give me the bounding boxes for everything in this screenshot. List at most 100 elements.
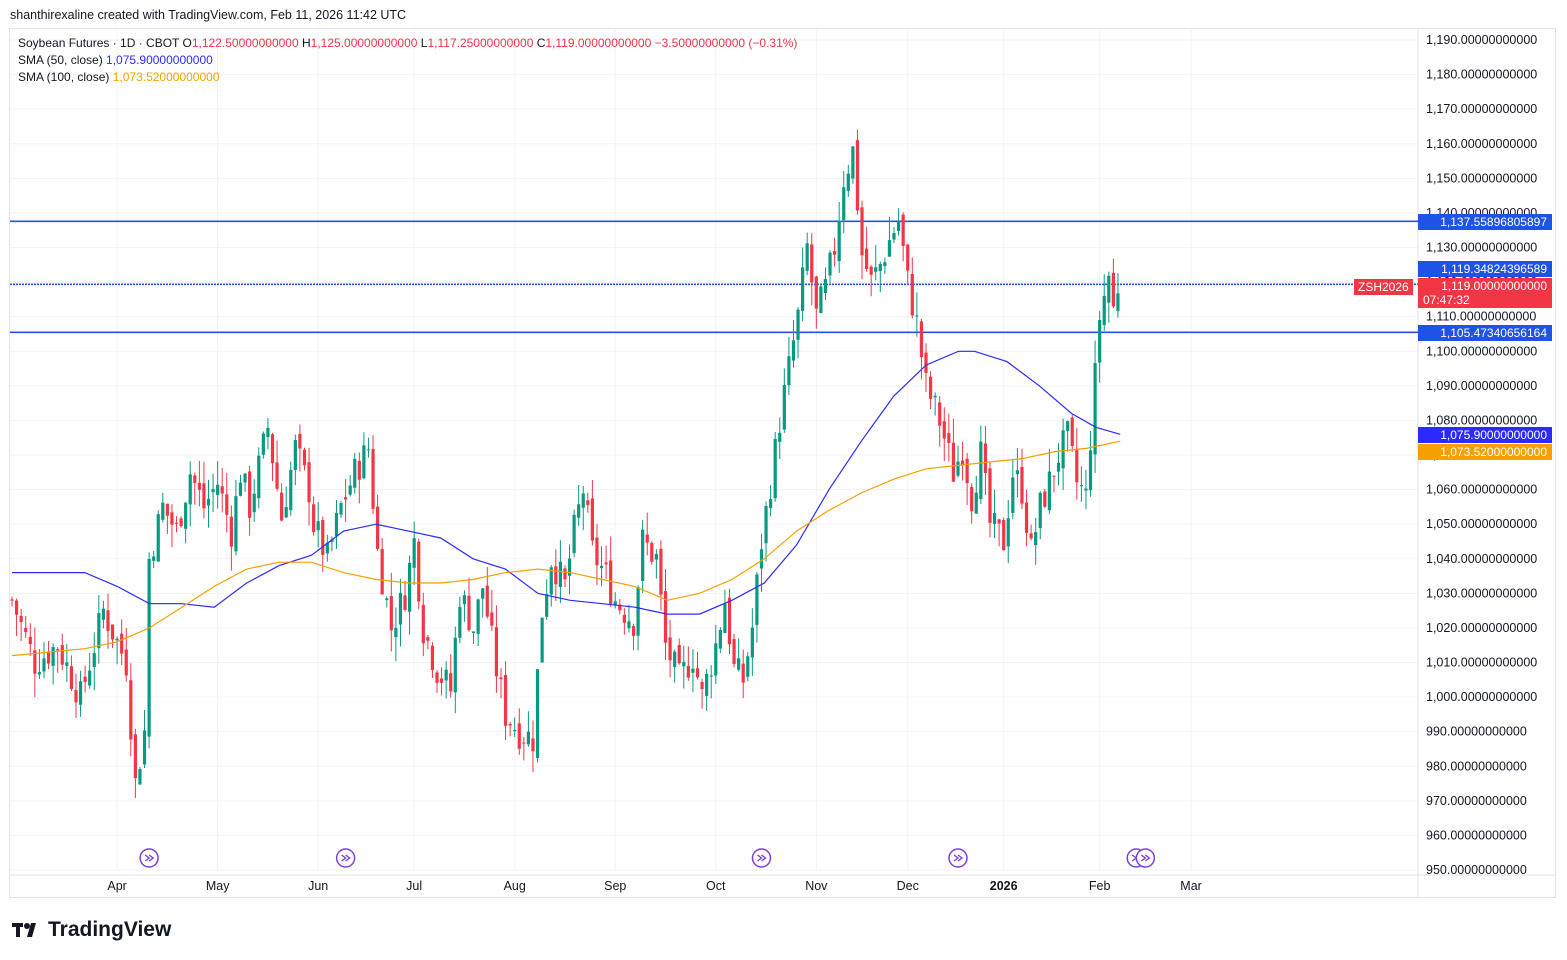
candle-body xyxy=(796,309,800,340)
candle-body xyxy=(883,262,887,267)
candle-body xyxy=(1024,502,1029,533)
candle-body xyxy=(778,432,782,442)
candle-body xyxy=(1052,475,1056,477)
candle-body xyxy=(19,615,23,623)
close-value: 1,119.00000000000 xyxy=(545,36,652,50)
candle-body xyxy=(106,610,110,631)
event-markers[interactable] xyxy=(139,848,1156,868)
candle-body xyxy=(449,673,453,692)
price-tick-label: 1,130.00000000000 xyxy=(1426,241,1537,255)
candle-body xyxy=(517,723,521,749)
candle-body xyxy=(787,356,791,386)
candle-body xyxy=(101,608,105,620)
candle-body xyxy=(330,539,334,542)
candle-body xyxy=(83,676,87,682)
candle-body xyxy=(1093,363,1097,455)
candle-body xyxy=(197,482,201,490)
candle-body xyxy=(385,598,389,601)
candle-body xyxy=(833,251,837,255)
high-label: H xyxy=(302,36,311,50)
legend-sma50[interactable]: SMA (50, close) 1,075.90000000000 xyxy=(18,53,213,67)
candle-body xyxy=(120,633,124,654)
price-tick-label: 1,150.00000000000 xyxy=(1426,171,1537,185)
horizontal-lines[interactable] xyxy=(10,220,1418,334)
candle-body xyxy=(686,665,690,678)
candle-body xyxy=(69,666,74,689)
candle-body xyxy=(138,769,142,785)
sma50-label: SMA (50, close) xyxy=(18,53,103,67)
candle-body xyxy=(110,624,115,640)
last-price-label: 1,119.00000000000 xyxy=(1418,278,1552,294)
price-tick-label: 1,080.00000000000 xyxy=(1426,413,1537,427)
candle-body xyxy=(764,505,768,544)
candle-body xyxy=(216,484,220,496)
candle-body xyxy=(1002,520,1006,551)
tradingview-logo[interactable]: TradingView xyxy=(12,918,171,942)
low-value: 1,117.25000000000 xyxy=(427,36,534,50)
candle-body xyxy=(618,604,622,611)
candle-body xyxy=(188,474,192,505)
candle-body xyxy=(1020,466,1024,504)
moving-averages xyxy=(11,350,1121,657)
candle-body xyxy=(476,599,480,634)
chart-pane[interactable] xyxy=(9,28,1556,898)
candle-body xyxy=(371,449,375,509)
candle-body xyxy=(1107,275,1111,303)
candle-body xyxy=(837,220,841,262)
event-arrow-icon xyxy=(757,854,767,862)
candle-body xyxy=(193,475,197,483)
candle-body xyxy=(298,433,302,449)
candle-body xyxy=(1047,471,1051,511)
candle-body xyxy=(727,597,732,645)
candle-body xyxy=(261,433,265,455)
legend-sma100[interactable]: SMA (100, close) 1,073.52000000000 xyxy=(18,70,220,84)
candle-body xyxy=(74,690,78,703)
symbol-tag[interactable]: ZSH2026 xyxy=(1354,279,1413,295)
candle-body xyxy=(1070,417,1074,447)
time-tick-label: May xyxy=(206,879,230,893)
candle-body xyxy=(161,502,165,520)
candle-body xyxy=(791,340,796,361)
candle-body xyxy=(1066,421,1070,431)
time-tick-label: Dec xyxy=(897,879,919,893)
candle-body xyxy=(33,650,37,674)
candle-body xyxy=(558,561,562,587)
candle-body xyxy=(490,612,494,626)
candle-body xyxy=(321,519,325,555)
candle-body xyxy=(663,591,668,643)
candle-body xyxy=(723,603,727,634)
time-axis[interactable]: Apr May Jun Jul Aug Sep Oct Nov Dec 2026 Feb Mar xyxy=(107,879,1201,893)
candle-body xyxy=(919,321,924,358)
candle-body xyxy=(42,658,46,672)
event-arrow-icon xyxy=(144,854,155,862)
candle-body xyxy=(353,458,357,488)
candle-body xyxy=(1029,533,1033,539)
candle-body xyxy=(997,519,1001,524)
candle-body xyxy=(380,549,384,595)
candle-body xyxy=(1102,295,1106,326)
candle-body xyxy=(782,385,786,430)
symbol-label[interactable]: Soybean Futures · 1D · CBOT xyxy=(18,36,180,50)
candle-body xyxy=(590,498,594,541)
sma100-label: SMA (100, close) xyxy=(18,70,110,84)
candle-body xyxy=(636,587,640,636)
candle-body xyxy=(526,731,531,745)
candle-body xyxy=(376,506,380,549)
time-tick-label: Jul xyxy=(406,879,422,893)
candle-body xyxy=(860,207,864,256)
candle-body xyxy=(700,682,704,690)
candle-body xyxy=(755,574,759,625)
candle-body xyxy=(1111,272,1115,307)
candle-body xyxy=(156,514,160,562)
time-tick-label: Nov xyxy=(805,879,828,893)
candle-body xyxy=(24,627,28,633)
candle-body xyxy=(1015,470,1019,475)
candle-body xyxy=(275,462,279,489)
candle-body xyxy=(567,558,572,576)
event-arrow-icon xyxy=(341,854,351,862)
candle-body xyxy=(302,449,307,466)
candle-body xyxy=(1075,449,1079,483)
candle-body xyxy=(759,549,764,569)
candle-body xyxy=(810,244,814,283)
